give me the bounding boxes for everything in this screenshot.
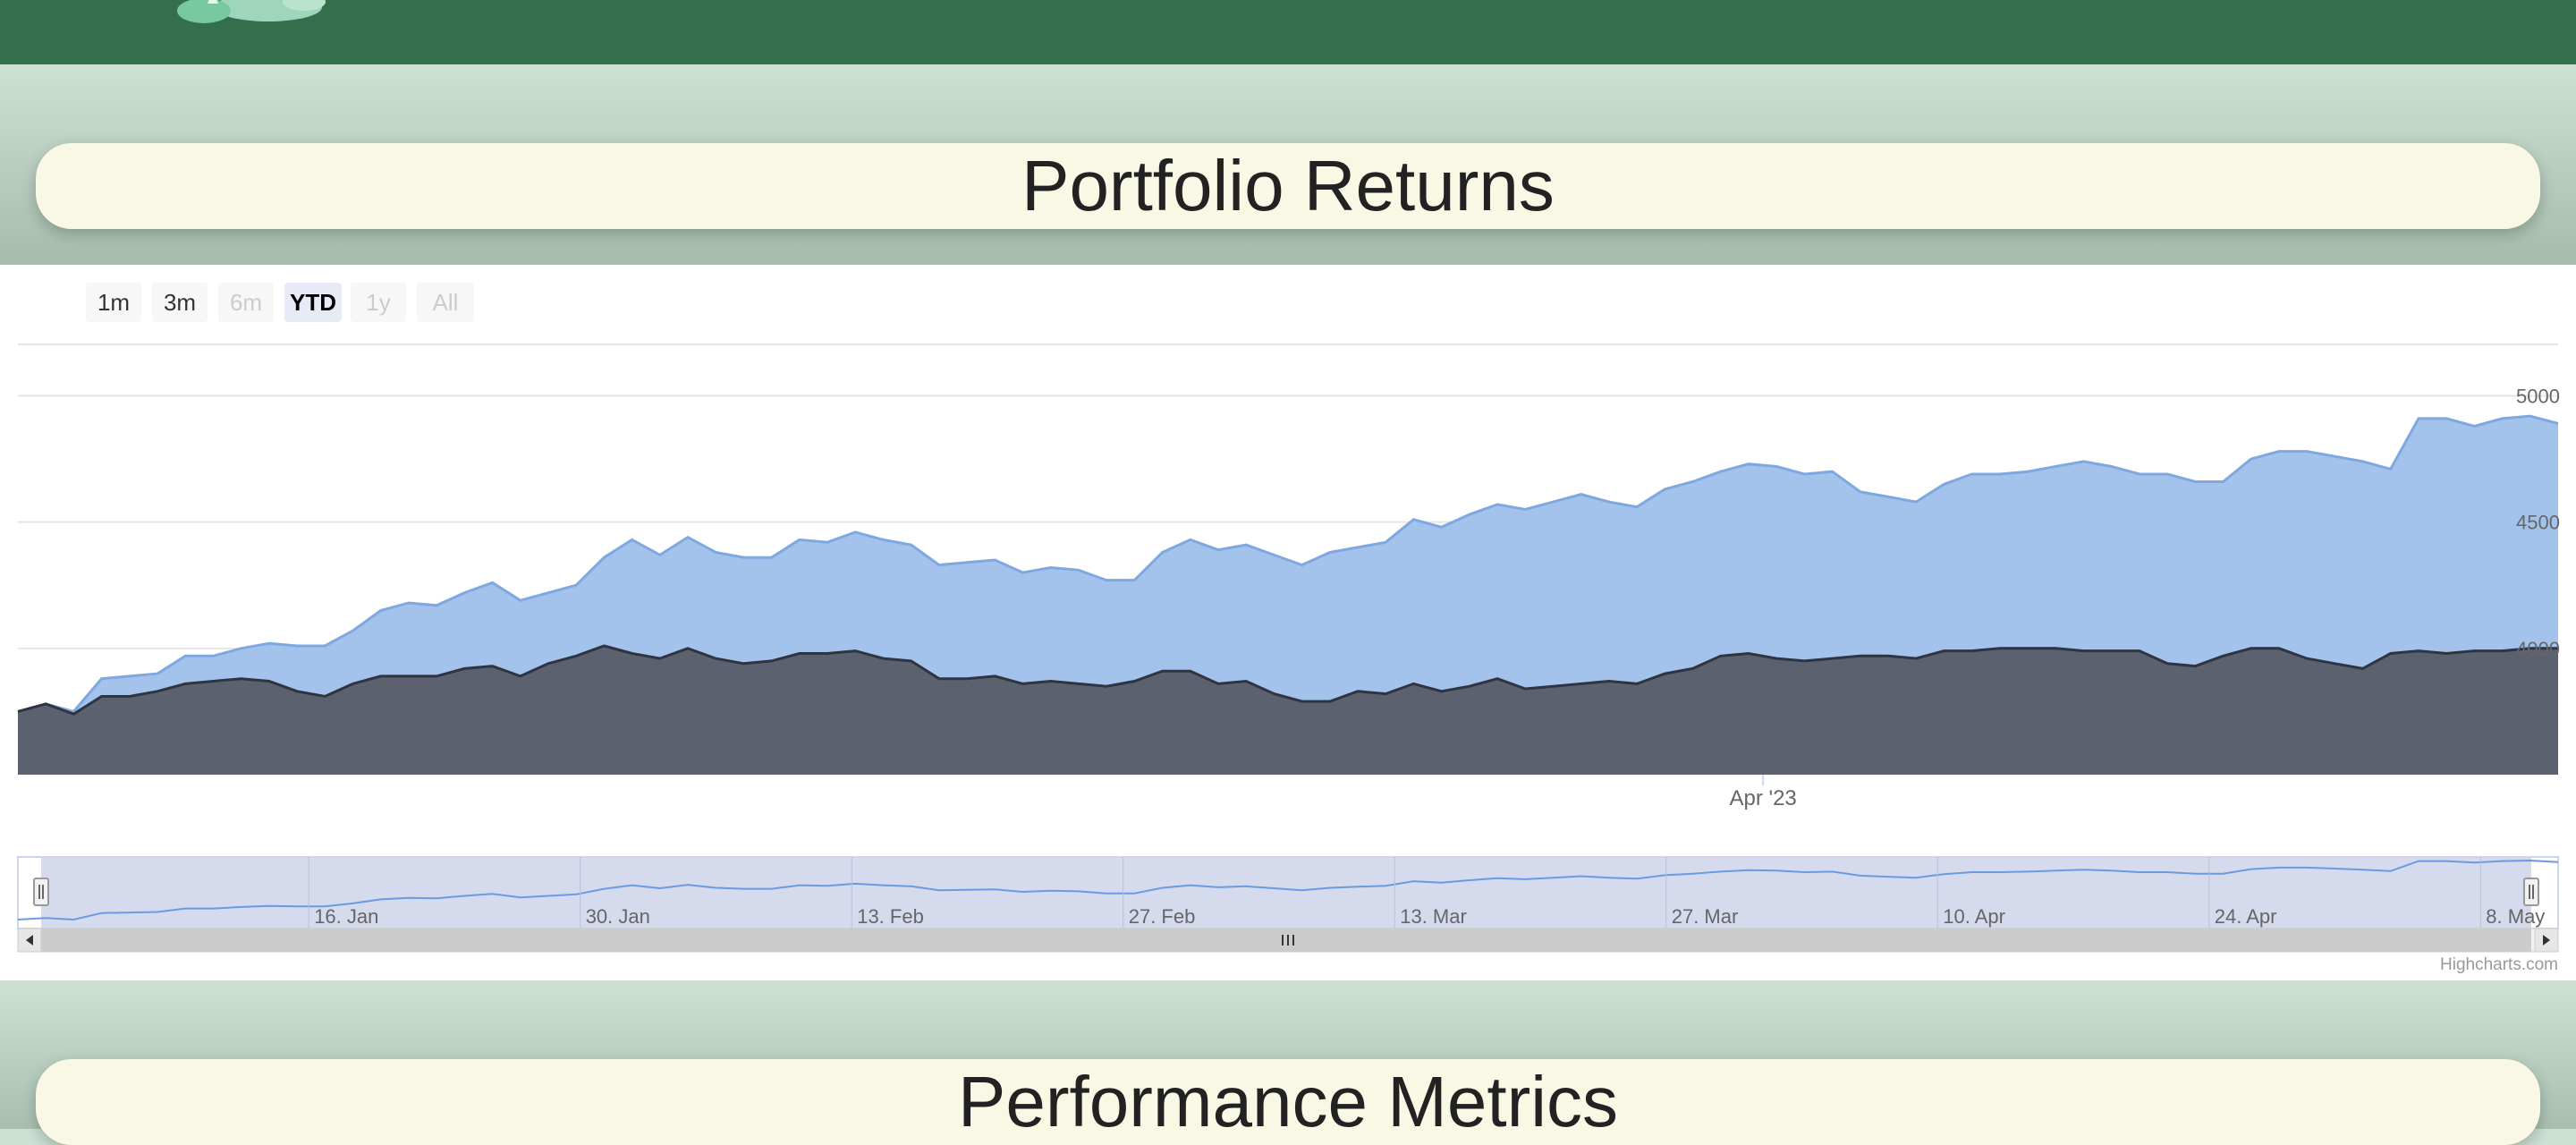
series-0-line [17,414,2559,714]
navigator-tick-label: 24. Apr [2215,905,2277,928]
navigator-selected-range [41,857,2531,929]
navigator-right-handle[interactable] [2523,878,2539,906]
navigator-tick-label: 27. Feb [1129,905,1196,928]
series-1-line [17,644,2558,716]
navigator-tick-label: 13. Mar [1400,905,1467,928]
series-1-area [18,646,2558,775]
range-button-3m[interactable]: 3m [152,283,208,322]
range-button-1y[interactable]: 1y [351,283,406,322]
range-button-6m[interactable]: 6m [218,283,274,322]
logo-icon [177,0,326,23]
navigator-left-handle[interactable] [33,878,49,906]
top-header-bar [0,0,2576,64]
navigator-tick-label: 27. Mar [1672,905,1739,928]
range-button-ytd[interactable]: YTD [284,283,342,322]
page-title: Portfolio Returns [36,143,2540,229]
navigator-tick-label: 30. Jan [586,905,650,928]
scrollbar-thumb[interactable] [41,929,2531,952]
scrollbar-left-arrow[interactable] [17,928,42,953]
x-tick-label: Apr '23 [1729,786,1796,810]
scrollbar-right-arrow[interactable] [2534,928,2559,953]
range-button-all[interactable]: All [417,283,474,322]
portfolio-returns-chart: 5000 4500 4000 Apr '23 16. Jan 30. Jan 13. Feb… [17,344,2560,953]
navigator-series-line [17,859,2559,921]
y-tick-label: 5000 [2516,385,2560,407]
y-tick-label: 4500 [2516,512,2560,534]
navigator-tick-label: 16. Jan [314,905,378,928]
navigator-tick-label: 8. May [2486,905,2545,928]
section-title-performance: Performance Metrics [36,1059,2540,1145]
credits-link[interactable]: Highcharts.com [2440,955,2558,974]
navigator-tick-label: 10. Apr [1943,905,2005,928]
y-tick-label: 4000 [2516,638,2560,660]
navigator-tick-label: 13. Feb [857,905,924,928]
range-button-1m[interactable]: 1m [86,283,141,322]
